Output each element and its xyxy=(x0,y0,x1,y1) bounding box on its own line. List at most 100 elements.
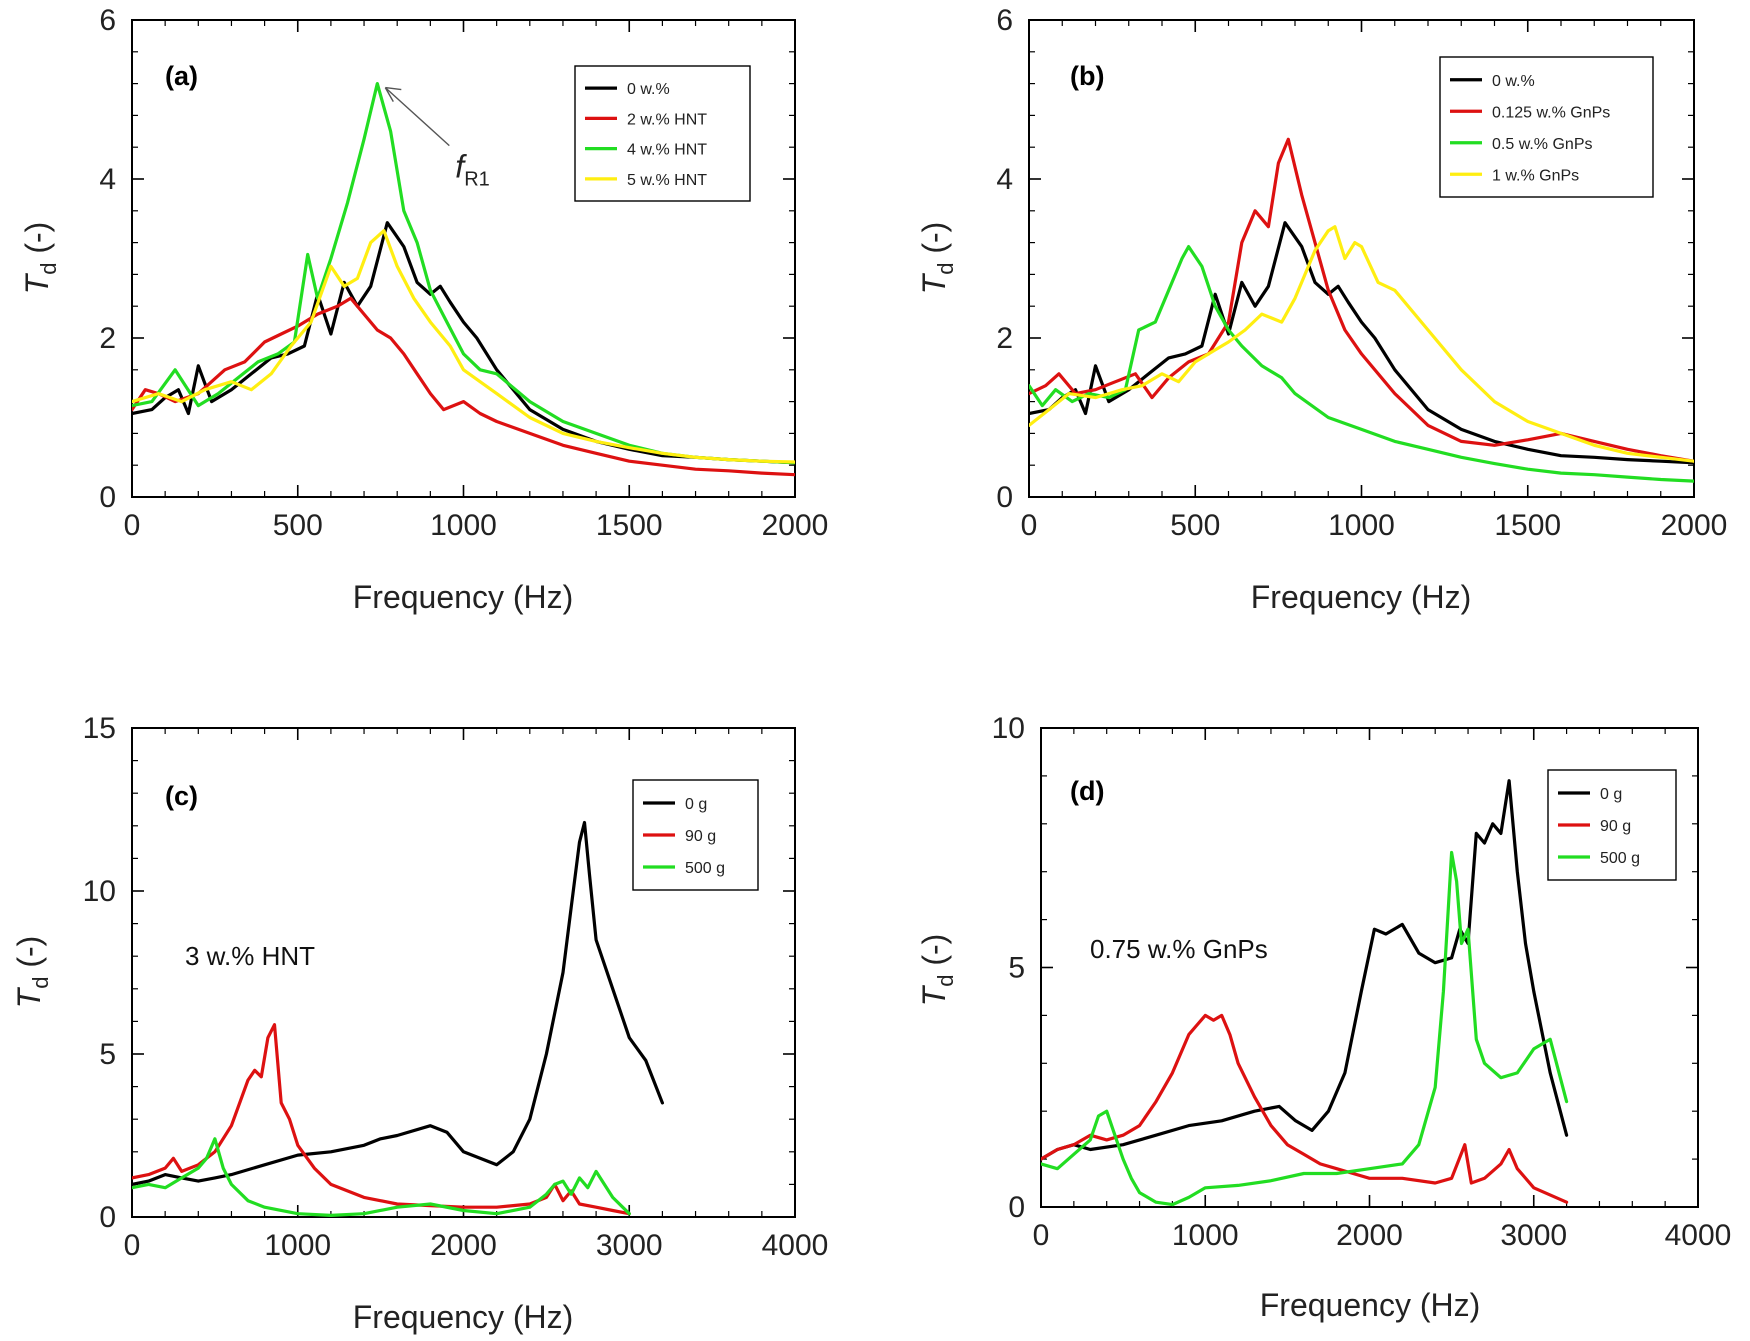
legend-label-4: 1 w.% GnPs xyxy=(1492,167,1579,184)
y-tick-label: 0 xyxy=(996,481,1013,514)
x-tick-label: 500 xyxy=(1170,509,1220,542)
legend-label-1: 0 g xyxy=(685,796,707,813)
legend: 0 g 90 g 500 g xyxy=(1547,769,1677,881)
y-tick-label: 0 xyxy=(1008,1191,1025,1224)
y-tick-label: 0 xyxy=(99,481,116,514)
x-tick-label: 1000 xyxy=(1172,1219,1239,1252)
y-axis-title-tail: (-) xyxy=(11,936,47,977)
x-tick-label: 0 xyxy=(124,1229,141,1262)
y-axis-title-tail: (-) xyxy=(916,934,952,975)
y-tick-label: 5 xyxy=(99,1038,116,1071)
x-tick-label: 0 xyxy=(1021,509,1038,542)
annotation-label: fR1 xyxy=(455,149,489,191)
x-axis-title: Frequency (Hz) xyxy=(353,1299,574,1335)
y-axis-title-main: T xyxy=(916,984,952,1006)
y-tick-label: 6 xyxy=(99,4,116,37)
chart-panel-d: 0 1000 2000 3000 4000 0 5 10 Frequency (Hz) Td (-… xyxy=(916,712,1731,1323)
y-tick-label: 15 xyxy=(83,712,116,745)
x-axis-title: Frequency (Hz) xyxy=(353,579,574,615)
series-line-2 xyxy=(1041,1013,1569,1204)
series-line-1 xyxy=(132,820,664,1186)
x-axis-title: Frequency (Hz) xyxy=(1260,1287,1481,1323)
panel-label: (b) xyxy=(1070,61,1104,91)
chart-panel-a: 0 500 1000 1500 2000 0 2 4 6 Frequency (Hz) Td (-)… xyxy=(19,4,828,615)
legend-label-4: 5 w.% HNT xyxy=(627,172,707,189)
y-axis-title-sub: d xyxy=(933,263,958,275)
series-line-1 xyxy=(1029,221,1694,465)
y-axis-title-sub: d xyxy=(36,263,61,275)
y-axis-title-tail: (-) xyxy=(916,222,952,263)
legend-label-2: 90 g xyxy=(685,828,716,845)
legend-label-2: 90 g xyxy=(1600,818,1631,835)
y-tick-label: 5 xyxy=(1008,952,1025,985)
x-tick-label: 4000 xyxy=(762,1229,829,1262)
legend-label-2: 2 w.% HNT xyxy=(627,111,707,128)
y-axis-title: Td (-) xyxy=(19,222,61,295)
series-line-3 xyxy=(132,1137,631,1217)
legend: 0 w.% 0.125 w.% GnPs 0.5 w.% GnPs 1 w.% GnP… xyxy=(1439,56,1654,198)
x-tick-label: 0 xyxy=(1033,1219,1050,1252)
legend-label-3: 500 g xyxy=(685,860,725,877)
series-line-1 xyxy=(132,221,795,465)
sample-annotation: 3 w.% HNT xyxy=(185,941,315,971)
legend-label-1: 0 w.% xyxy=(627,81,670,98)
x-tick-label: 2000 xyxy=(1661,509,1728,542)
series-line-2 xyxy=(132,296,795,477)
series-line-3 xyxy=(132,82,795,465)
y-axis-title-tail: (-) xyxy=(19,222,55,263)
chart-panel-b: 0 500 1000 1500 2000 0 2 4 6 Frequency (Hz) Td (-)… xyxy=(916,4,1727,615)
series-line-1 xyxy=(1041,779,1569,1161)
y-tick-label: 10 xyxy=(992,712,1025,745)
y-axis-title: Td (-) xyxy=(11,936,53,1009)
legend: 0 w.% 2 w.% HNT 4 w.% HNT 5 w.% HNT xyxy=(574,65,751,202)
y-tick-label: 4 xyxy=(996,163,1013,196)
x-tick-label: 2000 xyxy=(762,509,829,542)
x-tick-label: 2000 xyxy=(1336,1219,1403,1252)
panel-label: (d) xyxy=(1070,776,1104,806)
y-tick-label: 6 xyxy=(996,4,1013,37)
y-tick-label: 4 xyxy=(99,163,116,196)
x-tick-label: 1000 xyxy=(430,509,497,542)
x-tick-label: 1500 xyxy=(1494,509,1561,542)
x-tick-label: 4000 xyxy=(1665,1219,1732,1252)
legend-label-3: 500 g xyxy=(1600,850,1640,867)
y-axis-title: Td (-) xyxy=(916,222,958,295)
panel-label: (c) xyxy=(165,781,198,811)
y-axis-title-main: T xyxy=(916,272,952,294)
y-tick-label: 2 xyxy=(996,322,1013,355)
legend-label-3: 4 w.% HNT xyxy=(627,142,707,159)
x-tick-label: 1000 xyxy=(264,1229,331,1262)
x-tick-label: 2000 xyxy=(430,1229,497,1262)
y-tick-label: 0 xyxy=(99,1201,116,1234)
sample-annotation: 0.75 w.% GnPs xyxy=(1090,934,1268,964)
annotation-arrowhead xyxy=(384,86,402,102)
series-line-3 xyxy=(1029,245,1694,483)
legend-label-3: 0.5 w.% GnPs xyxy=(1492,136,1593,153)
y-tick-label: 10 xyxy=(83,875,116,908)
x-tick-label: 3000 xyxy=(596,1229,663,1262)
legend-label-2: 0.125 w.% GnPs xyxy=(1492,104,1610,121)
x-tick-label: 1500 xyxy=(596,509,663,542)
y-axis-title-main: T xyxy=(11,986,47,1008)
legend: 0 g 90 g 500 g xyxy=(632,779,759,891)
y-axis-title-sub: d xyxy=(28,977,53,989)
annotation-arrow xyxy=(384,87,450,147)
x-tick-label: 0 xyxy=(124,509,141,542)
legend-label-1: 0 g xyxy=(1600,786,1622,803)
chart-panel-c: 0 1000 2000 3000 4000 0 5 10 15 Frequency (Hz) Td … xyxy=(11,712,828,1335)
x-tick-label: 500 xyxy=(273,509,323,542)
legend-label-1: 0 w.% xyxy=(1492,73,1535,90)
series-line-2 xyxy=(1029,137,1694,463)
y-axis-title-main: T xyxy=(19,272,55,294)
series-line-3 xyxy=(1041,850,1569,1207)
x-axis-title: Frequency (Hz) xyxy=(1251,579,1472,615)
y-axis-title-sub: d xyxy=(933,975,958,987)
series-line-4 xyxy=(1029,225,1694,463)
y-tick-label: 2 xyxy=(99,322,116,355)
x-tick-label: 1000 xyxy=(1328,509,1395,542)
series-line-4 xyxy=(132,229,795,464)
panel-label: (a) xyxy=(165,61,198,91)
x-tick-label: 3000 xyxy=(1500,1219,1567,1252)
annotation-label-sub: R1 xyxy=(464,169,490,191)
